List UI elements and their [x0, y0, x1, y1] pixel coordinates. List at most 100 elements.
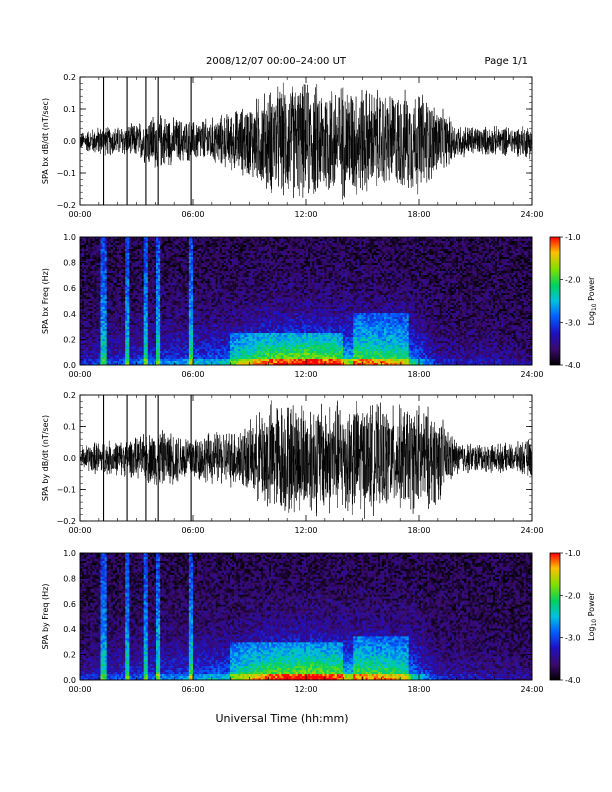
spectrogram-cell	[211, 271, 213, 273]
spectrogram-cell	[131, 307, 133, 309]
spectrogram-cell	[218, 293, 220, 295]
spectrogram-cell	[211, 335, 213, 337]
spectrogram-cell	[115, 283, 117, 285]
spectrogram-cell	[228, 249, 230, 251]
spectrogram-cell	[138, 339, 140, 341]
spectrogram-cell	[156, 307, 158, 309]
spectrogram-cell	[111, 317, 113, 319]
spectrogram-cell	[138, 269, 140, 271]
spectrogram-cell	[218, 349, 220, 351]
spectrogram-cell	[107, 309, 109, 311]
spectrogram-cell	[197, 273, 199, 275]
spectrogram-cell	[232, 333, 234, 335]
spectrogram-cell	[96, 243, 98, 245]
spectrogram-cell	[156, 339, 158, 341]
spectrogram-cell	[222, 241, 224, 243]
spectrogram-cell	[146, 361, 148, 363]
spectrogram-cell	[107, 297, 109, 299]
spectrogram-cell	[123, 319, 125, 321]
spectrogram-cell	[222, 331, 224, 333]
spectrogram-cell	[127, 297, 129, 299]
spectrogram-cell	[146, 287, 148, 289]
spectrogram-cell	[205, 259, 207, 261]
spectrogram-cell	[138, 267, 140, 269]
spectrogram-cell	[177, 307, 179, 309]
spectrogram-cell	[220, 361, 222, 363]
spectrogram-cell	[90, 307, 92, 309]
spectrogram-cell	[127, 327, 129, 329]
spectrogram-cell	[148, 265, 150, 267]
spectrogram-cell	[86, 307, 88, 309]
spectrogram-cell	[154, 309, 156, 311]
spectrogram-cell	[84, 241, 86, 243]
spectrogram-cell	[175, 249, 177, 251]
spectrogram-cell	[214, 285, 216, 287]
spectrogram-cell	[218, 321, 220, 323]
spectrogram-cell	[211, 321, 213, 323]
spectrogram-cell	[209, 321, 211, 323]
spectrogram-cell	[203, 329, 205, 331]
spectrogram-cell	[234, 279, 236, 281]
spectrogram-cell	[107, 299, 109, 301]
spectrogram-cell	[160, 253, 162, 255]
spectrogram-cell	[94, 303, 96, 305]
spectrogram-cell	[117, 335, 119, 337]
spectrogram-cell	[181, 321, 183, 323]
spectrogram-cell	[214, 341, 216, 343]
spectrogram-cell	[98, 253, 100, 255]
spectrogram-cell	[123, 325, 125, 327]
spectrogram-cell	[129, 267, 131, 269]
spectrogram-cell	[162, 275, 164, 277]
spectrogram-cell	[140, 301, 142, 303]
spectrogram-cell	[107, 293, 109, 295]
spectrogram-cell	[185, 289, 187, 291]
spectrogram-cell	[216, 331, 218, 333]
spectrogram-cell	[121, 339, 123, 341]
spectrogram-cell	[207, 251, 209, 253]
spectrogram-cell	[107, 359, 109, 361]
spectrogram-cell	[175, 315, 177, 317]
spectrogram-cell	[207, 265, 209, 267]
spectrogram-cell	[199, 249, 201, 251]
spectrogram-cell	[183, 249, 185, 251]
spectrogram-cell	[146, 315, 148, 317]
spectrogram-cell	[218, 355, 220, 357]
spectrogram-cell	[175, 321, 177, 323]
spectrogram-cell	[162, 301, 164, 303]
spectrogram-cell	[172, 339, 174, 341]
spectrogram-cell	[205, 253, 207, 255]
spectrogram-cell	[148, 315, 150, 317]
spectrogram-cell	[226, 335, 228, 337]
spectrogram-cell	[209, 361, 211, 363]
spectrogram-cell	[224, 271, 226, 273]
spectrogram-cell	[226, 331, 228, 333]
spectrogram-cell	[181, 307, 183, 309]
spectrogram-cell	[156, 265, 158, 267]
spectrogram-cell	[133, 267, 135, 269]
spectrogram-cell	[209, 253, 211, 255]
spectrogram-cell	[158, 319, 160, 321]
spectrogram-cell	[224, 243, 226, 245]
spectrogram-cell	[160, 323, 162, 325]
spectrogram-cell	[162, 253, 164, 255]
spectrogram-cell	[154, 243, 156, 245]
spectrogram-cell	[201, 247, 203, 249]
spectrogram-cell	[94, 359, 96, 361]
spectrogram-cell	[205, 311, 207, 313]
spectrogram-cell	[162, 355, 164, 357]
spectrogram-cell	[152, 339, 154, 341]
spectrogram-cell	[144, 331, 146, 333]
spectrogram-cell	[179, 347, 181, 349]
spectrogram-cell	[150, 307, 152, 309]
spectrogram-cell	[148, 321, 150, 323]
spectrogram-cell	[164, 303, 166, 305]
spectrogram-cell	[214, 329, 216, 331]
spectrogram-cell	[222, 249, 224, 251]
spectrogram-cell	[211, 329, 213, 331]
spectrogram-cell	[177, 299, 179, 301]
spectrogram-cell	[232, 243, 234, 245]
spectrogram-cell	[94, 317, 96, 319]
spectrogram-cell	[119, 315, 121, 317]
spectrogram-cell	[179, 305, 181, 307]
spectrogram-cell	[226, 319, 228, 321]
